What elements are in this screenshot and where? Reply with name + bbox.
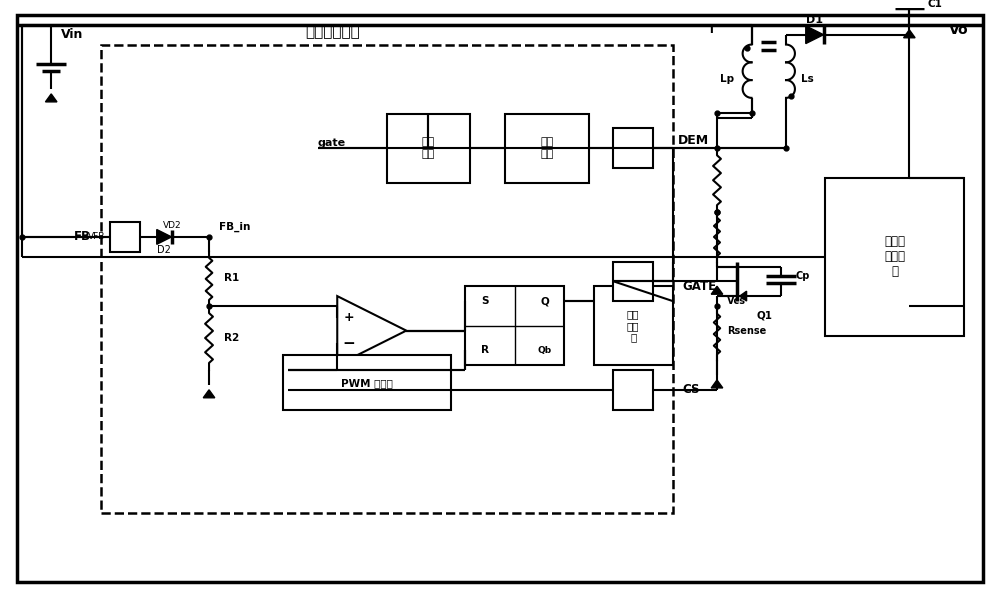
Text: Vo: Vo	[949, 22, 968, 37]
Polygon shape	[203, 390, 215, 398]
Text: D2: D2	[157, 244, 171, 255]
Text: PWM 比较器: PWM 比较器	[341, 378, 393, 388]
Polygon shape	[740, 291, 747, 301]
Text: Q: Q	[540, 296, 549, 306]
Polygon shape	[904, 30, 915, 38]
Text: GATE: GATE	[682, 280, 717, 292]
Text: S: S	[481, 296, 489, 306]
Bar	[283, 355, 451, 410]
Bar	[465, 286, 564, 365]
Bar	[613, 370, 653, 410]
Bar	[505, 114, 589, 183]
Polygon shape	[711, 380, 723, 388]
Text: 误差放
大与隔
离: 误差放 大与隔 离	[884, 235, 905, 278]
Text: Vin: Vin	[61, 28, 83, 41]
Text: +: +	[344, 311, 354, 324]
Polygon shape	[806, 26, 824, 44]
Bar	[101, 44, 673, 513]
Text: D1: D1	[806, 15, 823, 25]
Polygon shape	[157, 230, 172, 244]
Text: FB: FB	[74, 230, 91, 243]
Bar	[825, 178, 964, 336]
Text: Q1: Q1	[756, 311, 772, 321]
Text: R2: R2	[224, 333, 239, 343]
Text: gate: gate	[318, 138, 346, 148]
Text: FB_in: FB_in	[219, 222, 250, 232]
Text: −: −	[343, 336, 355, 351]
Text: 准谐振控制器: 准谐振控制器	[305, 24, 360, 39]
Polygon shape	[45, 94, 57, 102]
Bar	[110, 222, 140, 252]
Text: Rsense: Rsense	[727, 326, 766, 336]
Text: C1: C1	[927, 0, 942, 9]
Bar	[594, 286, 673, 365]
Text: Qb: Qb	[537, 346, 551, 355]
Text: R1: R1	[224, 274, 239, 284]
Text: R: R	[481, 345, 489, 355]
Text: Lp: Lp	[720, 74, 734, 84]
Text: VFB: VFB	[88, 233, 105, 242]
Text: DEM: DEM	[678, 134, 709, 147]
Bar	[613, 128, 653, 168]
Text: 谷底
检测: 谷底 检测	[540, 137, 553, 159]
Bar	[613, 262, 653, 301]
Text: 谷底
锁定: 谷底 锁定	[422, 137, 435, 159]
Text: T: T	[708, 25, 716, 35]
Text: Cp: Cp	[796, 271, 810, 281]
Bar	[387, 114, 470, 183]
Text: 栅极
驱动
器: 栅极 驱动 器	[627, 309, 639, 342]
Text: Ls: Ls	[801, 74, 814, 84]
Polygon shape	[337, 296, 406, 365]
Text: Vcs: Vcs	[727, 296, 746, 306]
Text: VD2: VD2	[163, 221, 182, 230]
Text: CS: CS	[682, 383, 700, 396]
Polygon shape	[711, 286, 723, 294]
